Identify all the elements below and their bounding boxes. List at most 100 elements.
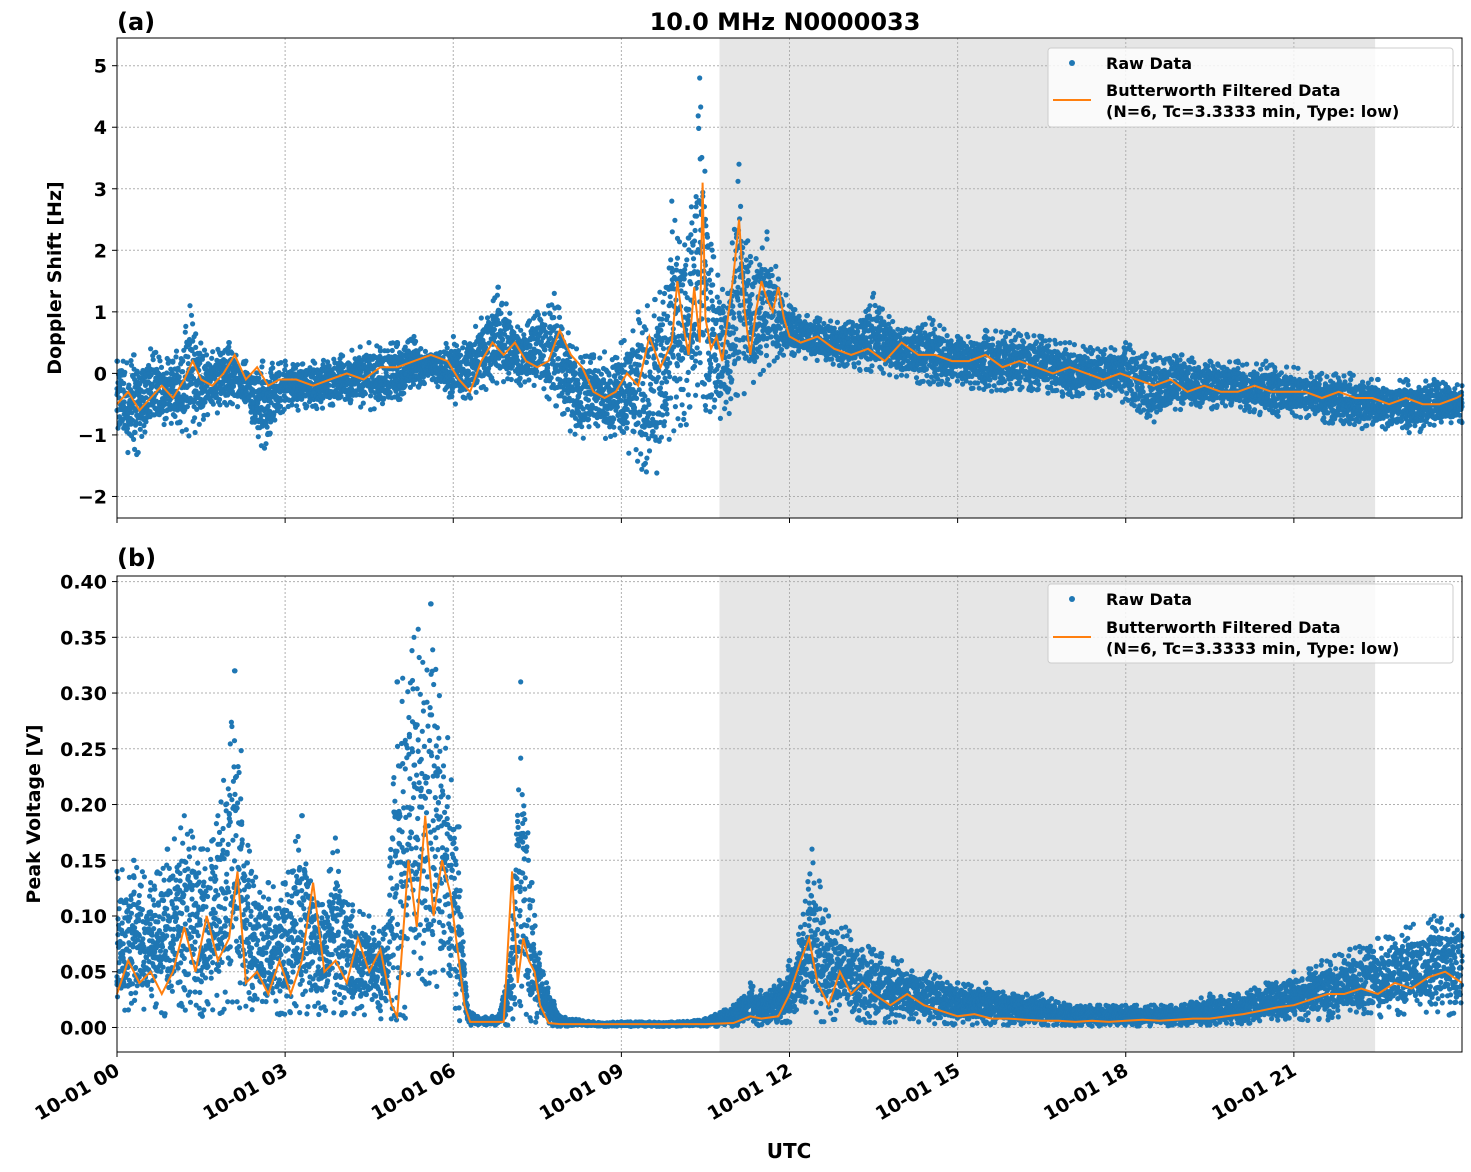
raw-data-point bbox=[676, 239, 683, 245]
raw-data-point bbox=[709, 247, 715, 253]
raw-data-point bbox=[946, 382, 952, 388]
raw-data-point bbox=[491, 326, 497, 332]
raw-data-point bbox=[542, 347, 548, 353]
raw-data-point bbox=[565, 406, 571, 413]
raw-data-point bbox=[710, 282, 716, 288]
raw-data-point bbox=[319, 405, 326, 411]
raw-data-point bbox=[413, 338, 419, 344]
raw-data-point bbox=[553, 403, 560, 409]
raw-data-point bbox=[450, 333, 456, 340]
raw-data-point bbox=[817, 316, 823, 322]
raw-data-point bbox=[193, 331, 199, 337]
raw-data-point bbox=[665, 313, 671, 319]
raw-data-point bbox=[670, 354, 676, 360]
raw-data-point bbox=[830, 361, 836, 367]
raw-data-point bbox=[757, 344, 763, 350]
raw-data-point bbox=[667, 294, 673, 300]
raw-data-point bbox=[197, 350, 203, 356]
raw-data-point bbox=[709, 392, 715, 398]
raw-data-point bbox=[654, 470, 660, 476]
raw-data-point bbox=[203, 352, 210, 358]
raw-data-point bbox=[624, 420, 630, 426]
raw-data-point bbox=[164, 370, 170, 376]
raw-data-point bbox=[131, 436, 137, 442]
raw-data-point bbox=[473, 389, 479, 395]
raw-data-point bbox=[869, 363, 875, 369]
raw-data-point bbox=[733, 326, 739, 332]
raw-data-point bbox=[540, 353, 547, 359]
raw-data-point bbox=[680, 386, 686, 393]
raw-data-point bbox=[697, 350, 703, 356]
raw-data-point bbox=[939, 378, 945, 384]
raw-data-points bbox=[114, 75, 1465, 476]
raw-data-point bbox=[150, 357, 156, 363]
raw-data-point bbox=[418, 346, 424, 352]
raw-data-point bbox=[673, 261, 680, 267]
raw-data-point bbox=[213, 390, 219, 396]
raw-data-point bbox=[572, 431, 578, 437]
raw-data-point bbox=[783, 292, 789, 298]
raw-data-point bbox=[644, 303, 651, 309]
raw-data-point bbox=[643, 469, 650, 475]
raw-data-point bbox=[663, 401, 669, 407]
raw-data-point bbox=[682, 242, 688, 248]
raw-data-point bbox=[229, 401, 235, 407]
raw-data-point bbox=[712, 397, 718, 403]
raw-data-point bbox=[200, 416, 206, 422]
raw-data-point bbox=[738, 203, 744, 209]
raw-data-point bbox=[304, 403, 310, 409]
raw-data-point bbox=[604, 411, 610, 417]
raw-data-point bbox=[748, 316, 754, 322]
raw-data-point bbox=[634, 395, 640, 401]
raw-data-point bbox=[170, 358, 176, 364]
raw-data-point bbox=[711, 404, 717, 410]
raw-data-point bbox=[713, 356, 719, 362]
raw-data-point bbox=[659, 322, 666, 328]
raw-data-point bbox=[710, 326, 716, 332]
raw-data-point bbox=[642, 373, 648, 379]
raw-data-point bbox=[173, 354, 179, 360]
raw-data-point bbox=[667, 320, 673, 326]
raw-data-point bbox=[150, 383, 156, 389]
raw-data-point bbox=[668, 395, 674, 401]
raw-data-point bbox=[259, 364, 265, 370]
raw-data-point bbox=[132, 429, 138, 436]
panel-a-ylabel: Doppler Shift [Hz] bbox=[44, 181, 66, 374]
raw-data-point bbox=[458, 352, 464, 358]
raw-data-point bbox=[175, 365, 181, 371]
raw-data-point bbox=[214, 410, 220, 416]
raw-data-point bbox=[541, 311, 548, 317]
raw-data-point bbox=[638, 451, 644, 457]
raw-data-point bbox=[411, 333, 417, 340]
raw-data-point bbox=[769, 272, 775, 279]
raw-data-point bbox=[163, 415, 169, 421]
raw-data-point bbox=[153, 349, 159, 355]
raw-data-point bbox=[706, 277, 713, 283]
raw-data-point bbox=[728, 396, 734, 402]
raw-data-point bbox=[689, 220, 695, 226]
raw-data-point bbox=[851, 364, 858, 370]
raw-data-point bbox=[561, 410, 567, 417]
panel-a-label: (a) bbox=[117, 8, 155, 36]
raw-data-point bbox=[184, 404, 190, 410]
raw-data-point bbox=[678, 422, 684, 428]
raw-data-point bbox=[205, 412, 211, 418]
raw-data-point bbox=[657, 289, 663, 295]
raw-data-point bbox=[631, 429, 637, 435]
raw-data-point bbox=[460, 345, 466, 351]
raw-data-point bbox=[385, 348, 391, 354]
raw-data-point bbox=[484, 315, 491, 321]
raw-data-point bbox=[829, 356, 835, 362]
raw-data-point bbox=[498, 310, 504, 316]
raw-data-point bbox=[340, 353, 346, 359]
raw-data-point bbox=[944, 333, 950, 339]
raw-data-point bbox=[684, 377, 690, 383]
raw-data-point bbox=[139, 433, 145, 439]
raw-data-point bbox=[180, 358, 186, 364]
figure-title: 10.0 MHz N0000033 bbox=[650, 8, 921, 36]
raw-data-point bbox=[754, 354, 760, 360]
raw-data-point bbox=[697, 360, 703, 366]
raw-data-point bbox=[636, 387, 642, 393]
raw-data-point bbox=[650, 411, 656, 417]
raw-data-point bbox=[131, 352, 137, 358]
